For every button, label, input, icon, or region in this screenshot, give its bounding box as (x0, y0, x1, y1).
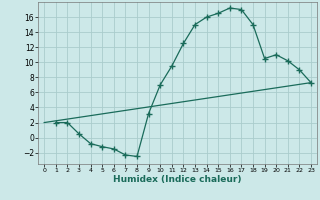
X-axis label: Humidex (Indice chaleur): Humidex (Indice chaleur) (113, 175, 242, 184)
